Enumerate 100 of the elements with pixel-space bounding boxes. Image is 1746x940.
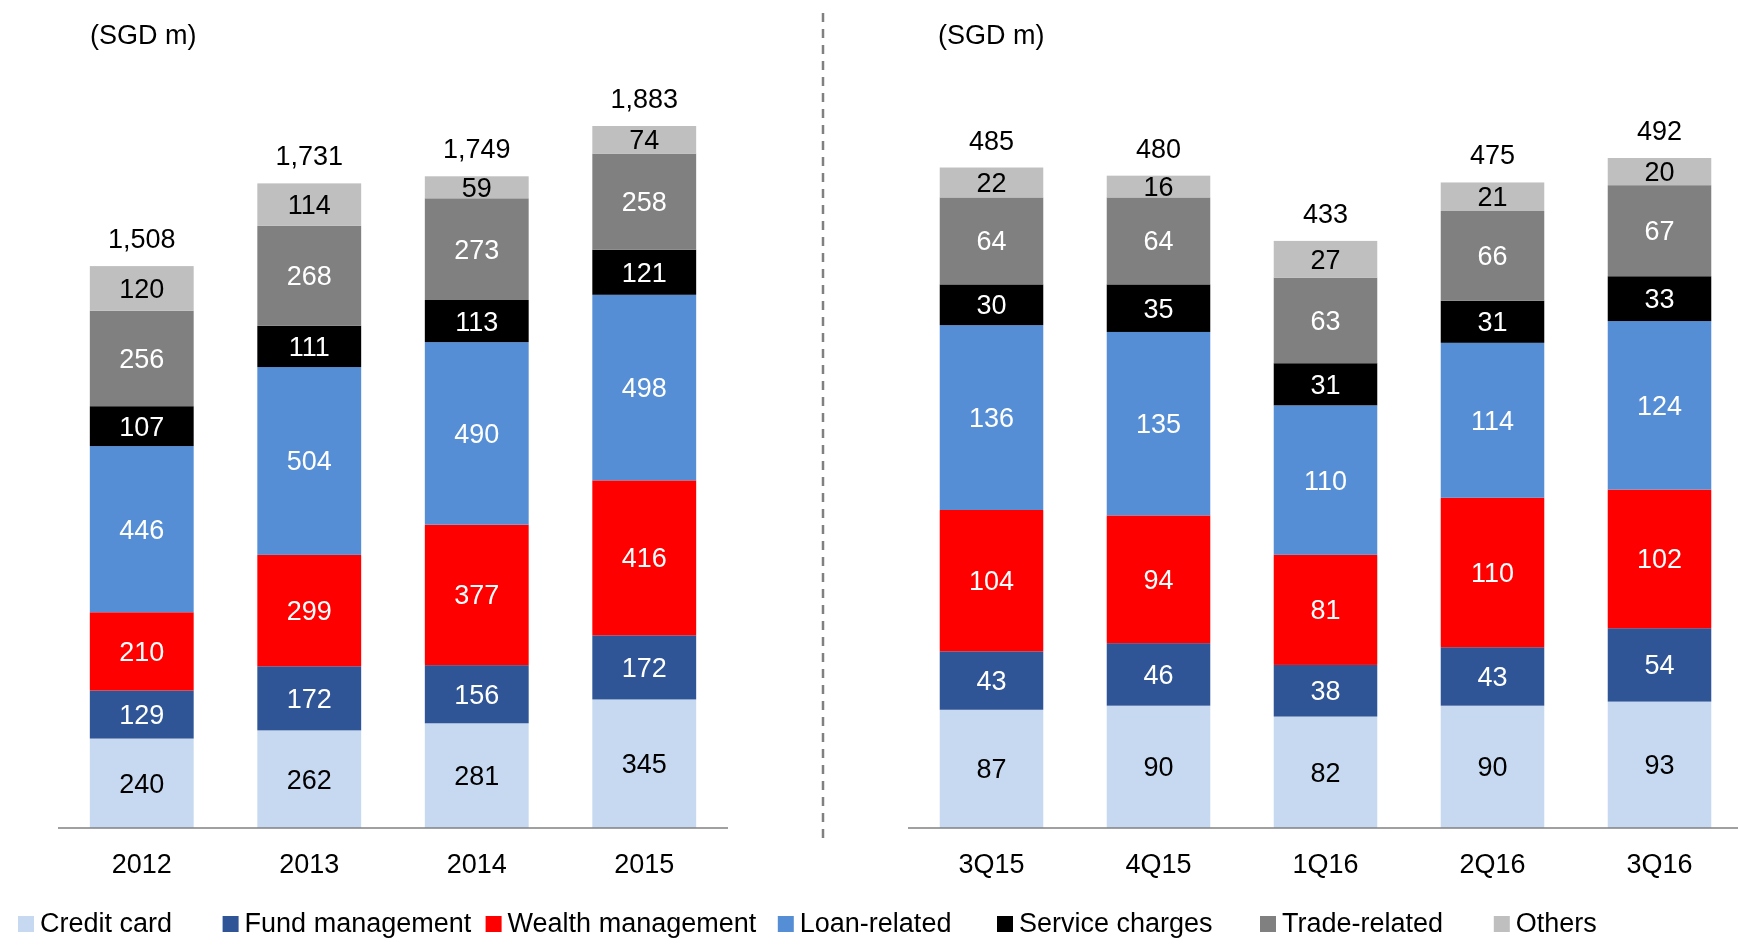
data-label: 114 — [1470, 405, 1515, 436]
data-label: 64 — [1143, 226, 1174, 257]
data-label: 104 — [968, 566, 1015, 597]
data-label: 82 — [1310, 757, 1341, 788]
legend-label: Trade-related — [1282, 908, 1444, 938]
bar — [1607, 701, 1712, 828]
data-label: 136 — [968, 403, 1015, 434]
total-label: 485 — [968, 125, 1015, 156]
data-label: 27 — [1310, 244, 1341, 275]
data-label: 240 — [119, 768, 165, 799]
data-label: 172 — [621, 652, 667, 683]
bar — [257, 666, 362, 731]
legend-label: Loan-related — [799, 908, 952, 938]
x-tick-label: 1Q16 — [1292, 849, 1359, 879]
bar — [89, 310, 194, 407]
bar — [1106, 284, 1211, 332]
bar — [424, 300, 529, 343]
x-tick-label: 4Q15 — [1125, 849, 1192, 879]
data-label: 38 — [1310, 676, 1341, 707]
bar — [939, 709, 1044, 828]
bar — [89, 406, 194, 447]
bar — [592, 699, 697, 828]
data-label: 129 — [119, 699, 165, 730]
data-label: 43 — [976, 666, 1007, 696]
total-label: 433 — [1302, 198, 1349, 229]
bar — [1607, 276, 1712, 322]
data-label: 31 — [1477, 307, 1508, 338]
data-label: 110 — [1470, 557, 1515, 588]
data-label: 210 — [119, 636, 165, 667]
bar — [1440, 300, 1545, 343]
x-tick-label: 2015 — [614, 849, 675, 879]
bar — [1273, 405, 1378, 555]
data-label: 490 — [454, 418, 500, 449]
data-label: 30 — [976, 290, 1007, 321]
bar — [939, 284, 1044, 326]
data-label: 268 — [286, 261, 332, 292]
x-tick-label: 3Q16 — [1626, 849, 1693, 879]
data-label: 16 — [1143, 171, 1174, 202]
total-label: 1,508 — [107, 224, 176, 255]
data-label: 20 — [1644, 157, 1675, 188]
data-label: 90 — [1477, 752, 1508, 783]
total-label: 492 — [1636, 116, 1683, 146]
bar — [592, 126, 697, 154]
bar — [592, 635, 697, 700]
data-label: 135 — [1135, 409, 1182, 440]
bar — [1440, 705, 1545, 828]
legend-label: Service charges — [1019, 908, 1213, 938]
bar — [1440, 647, 1545, 706]
bar — [939, 509, 1044, 652]
bar — [1607, 628, 1712, 702]
data-label: 258 — [621, 187, 667, 218]
x-tick-label: 2013 — [279, 849, 340, 879]
bar — [1106, 643, 1211, 706]
legend-label: Fund management — [244, 908, 472, 938]
bar — [1607, 489, 1712, 629]
data-label: 67 — [1644, 216, 1675, 247]
data-label: 22 — [976, 167, 1007, 198]
bar — [1273, 664, 1378, 717]
bar — [592, 249, 697, 295]
legend-label: Others — [1515, 908, 1597, 938]
x-tick-label: 3Q15 — [958, 849, 1025, 879]
bar — [424, 665, 529, 724]
bar — [424, 342, 529, 525]
bar — [89, 446, 194, 613]
data-label: 111 — [288, 331, 330, 362]
data-label: 172 — [286, 683, 332, 714]
data-label: 110 — [1303, 465, 1348, 496]
total-label: 1,749 — [442, 134, 511, 165]
data-label: 504 — [286, 446, 332, 477]
bar — [89, 738, 194, 828]
data-label: 93 — [1644, 750, 1675, 781]
bar — [1106, 331, 1211, 516]
bar — [1440, 497, 1545, 648]
data-label: 446 — [119, 514, 165, 545]
legend-label: Credit card — [40, 908, 173, 938]
data-label: 377 — [454, 580, 500, 611]
data-label: 90 — [1143, 752, 1174, 783]
bar — [257, 225, 362, 326]
data-label: 281 — [454, 761, 500, 792]
data-label: 299 — [286, 596, 332, 627]
data-label: 66 — [1477, 241, 1508, 272]
x-tick-label: 2014 — [446, 849, 507, 879]
bar — [1440, 211, 1545, 301]
bar — [89, 612, 194, 691]
data-label: 114 — [287, 190, 331, 221]
data-label: 156 — [454, 679, 500, 710]
bar — [592, 294, 697, 481]
bar — [1106, 515, 1211, 644]
bar — [1440, 182, 1545, 211]
bar — [1273, 716, 1378, 828]
total-label: 1,731 — [275, 141, 344, 172]
bar — [424, 524, 529, 666]
data-label: 94 — [1143, 564, 1174, 595]
bar — [89, 266, 194, 311]
data-label: 87 — [976, 754, 1007, 785]
legend-label: Wealth management — [507, 908, 757, 938]
data-label: 113 — [455, 306, 499, 337]
bar — [257, 325, 362, 368]
bar — [257, 367, 362, 555]
total-label: 475 — [1469, 140, 1516, 171]
